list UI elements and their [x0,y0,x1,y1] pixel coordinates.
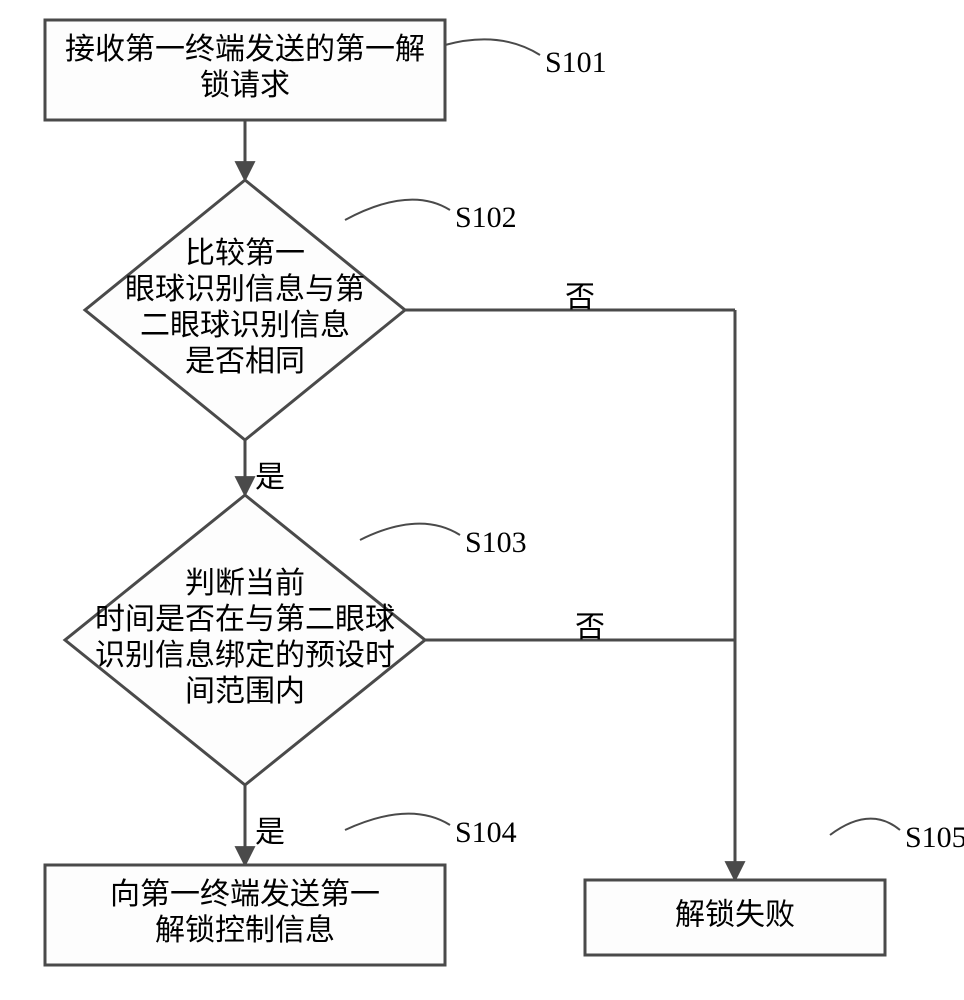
svg-text:是: 是 [255,461,285,494]
svg-text:间范围内: 间范围内 [185,675,305,708]
svg-text:S103: S103 [465,526,527,559]
svg-text:比较第一: 比较第一 [185,237,305,270]
svg-text:识别信息绑定的预设时: 识别信息绑定的预设时 [95,639,395,672]
svg-text:判断当前: 判断当前 [185,567,305,600]
svg-text:解锁失败: 解锁失败 [675,898,795,931]
svg-text:是: 是 [255,816,285,849]
svg-text:S101: S101 [545,46,607,79]
svg-text:S105: S105 [905,821,964,854]
svg-text:接收第一终端发送的第一解: 接收第一终端发送的第一解 [65,33,425,66]
svg-text:S104: S104 [455,816,517,849]
svg-text:是否相同: 是否相同 [185,345,305,378]
flowchart-canvas: 是是否否接收第一终端发送的第一解锁请求S101比较第一眼球识别信息与第二眼球识别… [0,0,964,1000]
svg-text:否: 否 [565,281,595,314]
svg-text:眼球识别信息与第: 眼球识别信息与第 [125,273,365,306]
svg-text:二眼球识别信息: 二眼球识别信息 [140,309,350,342]
svg-text:时间是否在与第二眼球: 时间是否在与第二眼球 [95,603,395,636]
svg-text:向第一终端发送第一: 向第一终端发送第一 [110,878,380,911]
svg-text:S102: S102 [455,201,517,234]
svg-text:解锁控制信息: 解锁控制信息 [155,914,335,947]
svg-text:否: 否 [575,611,605,644]
svg-text:锁请求: 锁请求 [200,69,290,102]
